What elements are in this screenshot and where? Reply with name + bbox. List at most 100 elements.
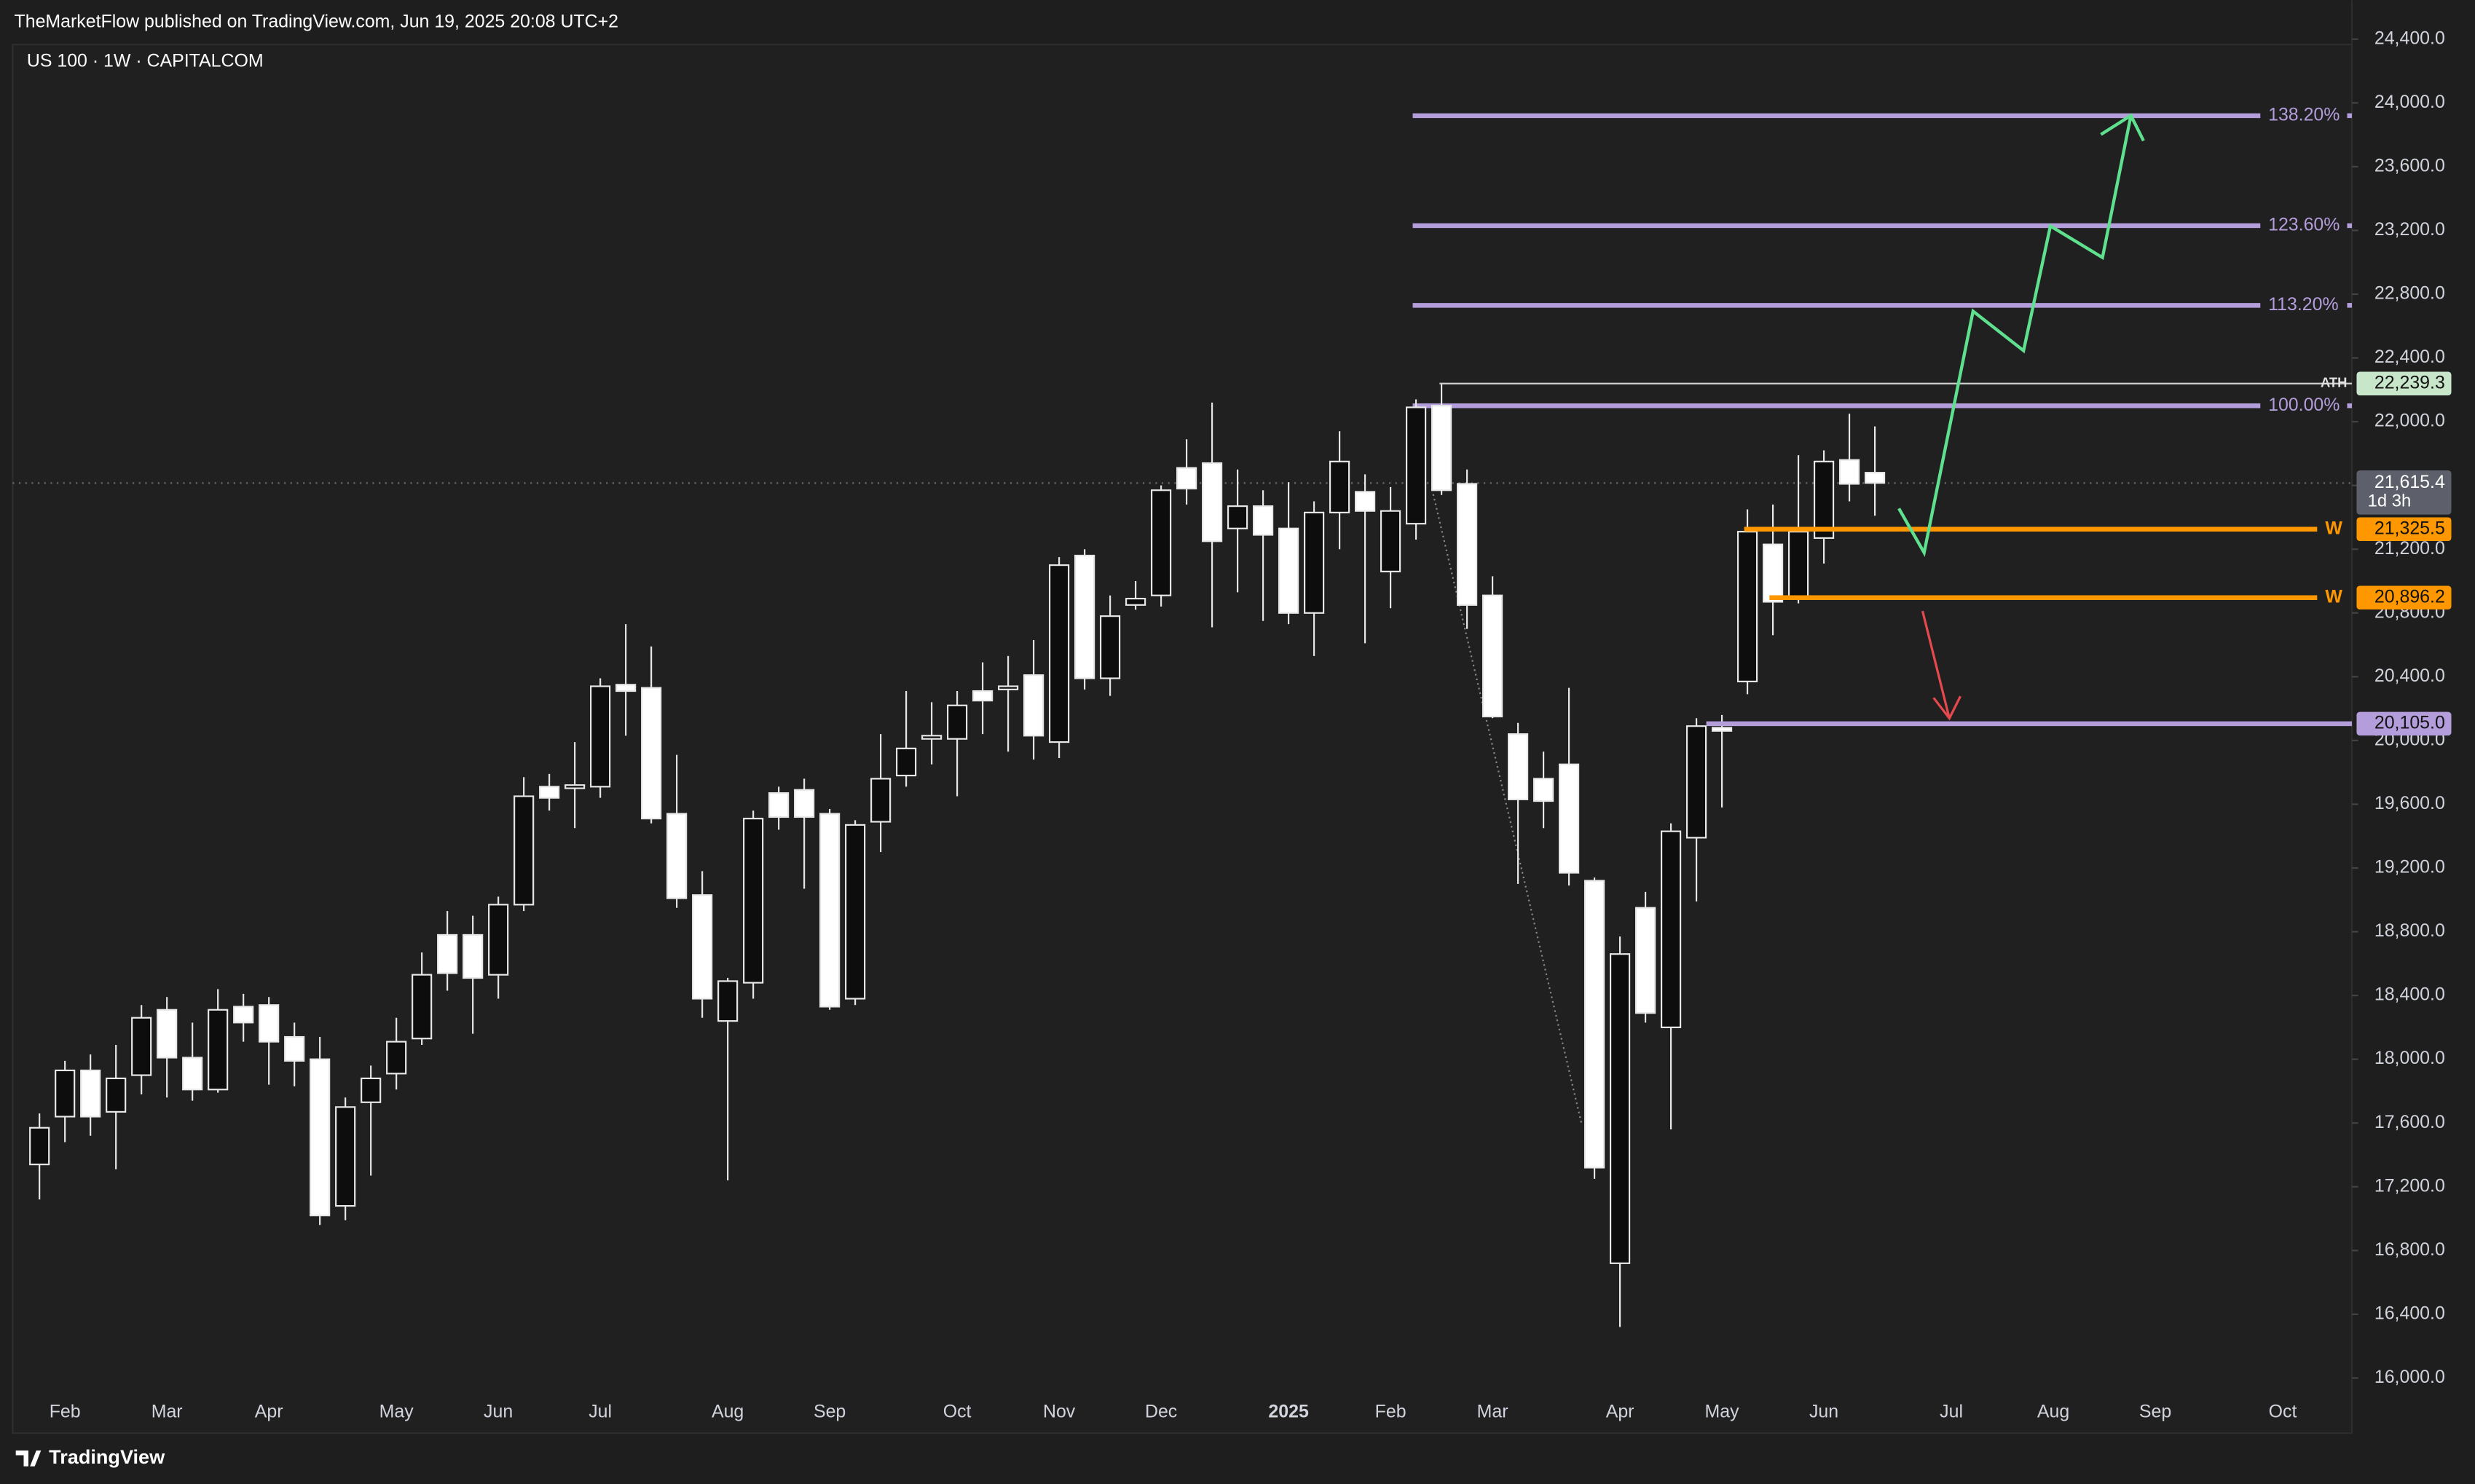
- y-tick-label: 16,000.0: [2374, 1367, 2445, 1387]
- y-tick-label: 17,200.0: [2374, 1175, 2445, 1196]
- candle-body-up: [1049, 564, 1070, 743]
- fib-level-label: 123.60%: [2268, 214, 2340, 234]
- candle-body-down: [1508, 733, 1529, 800]
- candle-body-up: [386, 1041, 407, 1075]
- candle-body-up: [29, 1126, 50, 1166]
- candle-body-down: [1864, 472, 1886, 484]
- y-tick-label: 16,400.0: [2374, 1303, 2445, 1323]
- candle-body-up: [998, 685, 1019, 690]
- brand: TradingView: [49, 1445, 165, 1468]
- candle-body-up: [1304, 511, 1325, 614]
- candle-body-up: [514, 795, 535, 906]
- candle-body-up: [1380, 510, 1401, 572]
- x-tick-label: Nov: [1043, 1402, 1076, 1422]
- candle-body-up: [1685, 725, 1707, 839]
- candle-body-up: [1813, 460, 1835, 539]
- x-tick-label: May: [1705, 1402, 1740, 1422]
- candle-body-down: [1202, 462, 1223, 542]
- y-tick-label: 19,600.0: [2374, 793, 2445, 813]
- y-tick-label: 22,000.0: [2374, 411, 2445, 431]
- candle-body-down: [1584, 880, 1605, 1169]
- y-tick-label: 22,800.0: [2374, 283, 2445, 304]
- fib-level-label: 100.00%: [2268, 395, 2340, 415]
- x-tick-label: Jun: [484, 1402, 513, 1422]
- price-axis-label: 22,239.3: [2374, 372, 2445, 392]
- candle-body-up: [717, 980, 739, 1022]
- candle-body-down: [182, 1057, 203, 1091]
- price-level-tag: W: [2325, 518, 2342, 538]
- x-tick-label: Oct: [2269, 1402, 2297, 1422]
- trend-dotted-line: [1432, 494, 1583, 1124]
- candle-body-down: [284, 1035, 305, 1062]
- y-tick-label: 20,400.0: [2374, 666, 2445, 686]
- candle-body-up: [1406, 406, 1427, 525]
- x-tick-label: Jun: [1809, 1402, 1838, 1422]
- fib-level-marker: [2347, 223, 2352, 229]
- chart-title: US 100 · 1W · CAPITALCOM: [27, 51, 264, 71]
- y-tick-label: 18,000.0: [2374, 1048, 2445, 1068]
- x-tick-label: Aug: [2037, 1402, 2069, 1422]
- candle-body-up: [1787, 531, 1809, 600]
- candle-body-up: [896, 747, 917, 777]
- x-tick-label: Oct: [943, 1402, 972, 1422]
- candle-body-down: [1355, 491, 1376, 512]
- brand-logo: TradingView: [15, 1445, 165, 1468]
- price-level-tag: W: [2325, 586, 2342, 607]
- candle-body-down: [1634, 907, 1656, 1014]
- chart-pane: [12, 44, 2353, 1434]
- fib-level-label: 113.20%: [2268, 294, 2338, 315]
- fib-level-label: 138.20%: [2268, 104, 2340, 125]
- candle-body-down: [972, 690, 993, 702]
- candle-body-down: [437, 934, 458, 974]
- x-tick-label: Feb: [50, 1402, 81, 1422]
- candle-body-up: [335, 1106, 356, 1207]
- candle-body-down: [692, 894, 713, 1000]
- y-tick-label: 21,200.0: [2374, 538, 2445, 559]
- candle-body-up: [1151, 489, 1172, 596]
- arrow-head: [1932, 695, 1961, 721]
- candle-body-down: [615, 684, 637, 692]
- x-tick-label: 2025: [1268, 1402, 1309, 1422]
- price-level-tag: ATH: [2321, 375, 2347, 390]
- candle-body-down: [1559, 763, 1580, 874]
- candle-body-down: [157, 1009, 178, 1059]
- arrow-head: [2100, 113, 2145, 142]
- fib-level-marker: [2347, 113, 2352, 119]
- candle-body-down: [233, 1006, 254, 1024]
- candle-body-down: [1023, 674, 1044, 737]
- candle-body-up: [1610, 953, 1631, 1264]
- candle-body-down: [794, 789, 815, 818]
- candle-body-up: [208, 1009, 229, 1091]
- price-axis-label-bg: [2356, 517, 2452, 542]
- publisher: TheMarketFlow published on TradingView.c…: [15, 11, 619, 31]
- candle-body-up: [947, 704, 968, 740]
- candle-body-down: [80, 1069, 101, 1118]
- y-tick-label: 24,400.0: [2374, 28, 2445, 48]
- candle-body-up: [564, 784, 586, 789]
- x-tick-label: Aug: [712, 1402, 744, 1422]
- countdown-label: 1d 3h: [2368, 492, 2412, 511]
- candle-body-up: [1125, 597, 1146, 606]
- candle-body-up: [845, 824, 866, 1000]
- y-tick-label: 22,400.0: [2374, 347, 2445, 367]
- fib-level-marker: [2347, 303, 2352, 308]
- projection-path: [1897, 115, 2133, 558]
- candle-body-up: [921, 735, 943, 740]
- candle-body-down: [1482, 594, 1503, 718]
- last-price-label: 21,615.4: [2374, 472, 2445, 492]
- projection-arrow-up: [1897, 113, 2145, 558]
- candle-body-down: [1457, 483, 1478, 606]
- price-axis-label-bg: [2356, 585, 2452, 609]
- price-axis-label: 21,325.5: [2374, 518, 2445, 538]
- fib-level-marker: [2347, 403, 2352, 409]
- x-tick-label: Feb: [1375, 1402, 1406, 1422]
- candle-body-down: [259, 1004, 280, 1043]
- candle-body-down: [641, 687, 662, 820]
- y-tick-label: 24,000.0: [2374, 92, 2445, 112]
- candle-body-down: [1711, 727, 1733, 732]
- x-tick-label: May: [379, 1402, 414, 1422]
- y-tick-label: 18,400.0: [2374, 984, 2445, 1005]
- x-tick-label: Jul: [589, 1402, 612, 1422]
